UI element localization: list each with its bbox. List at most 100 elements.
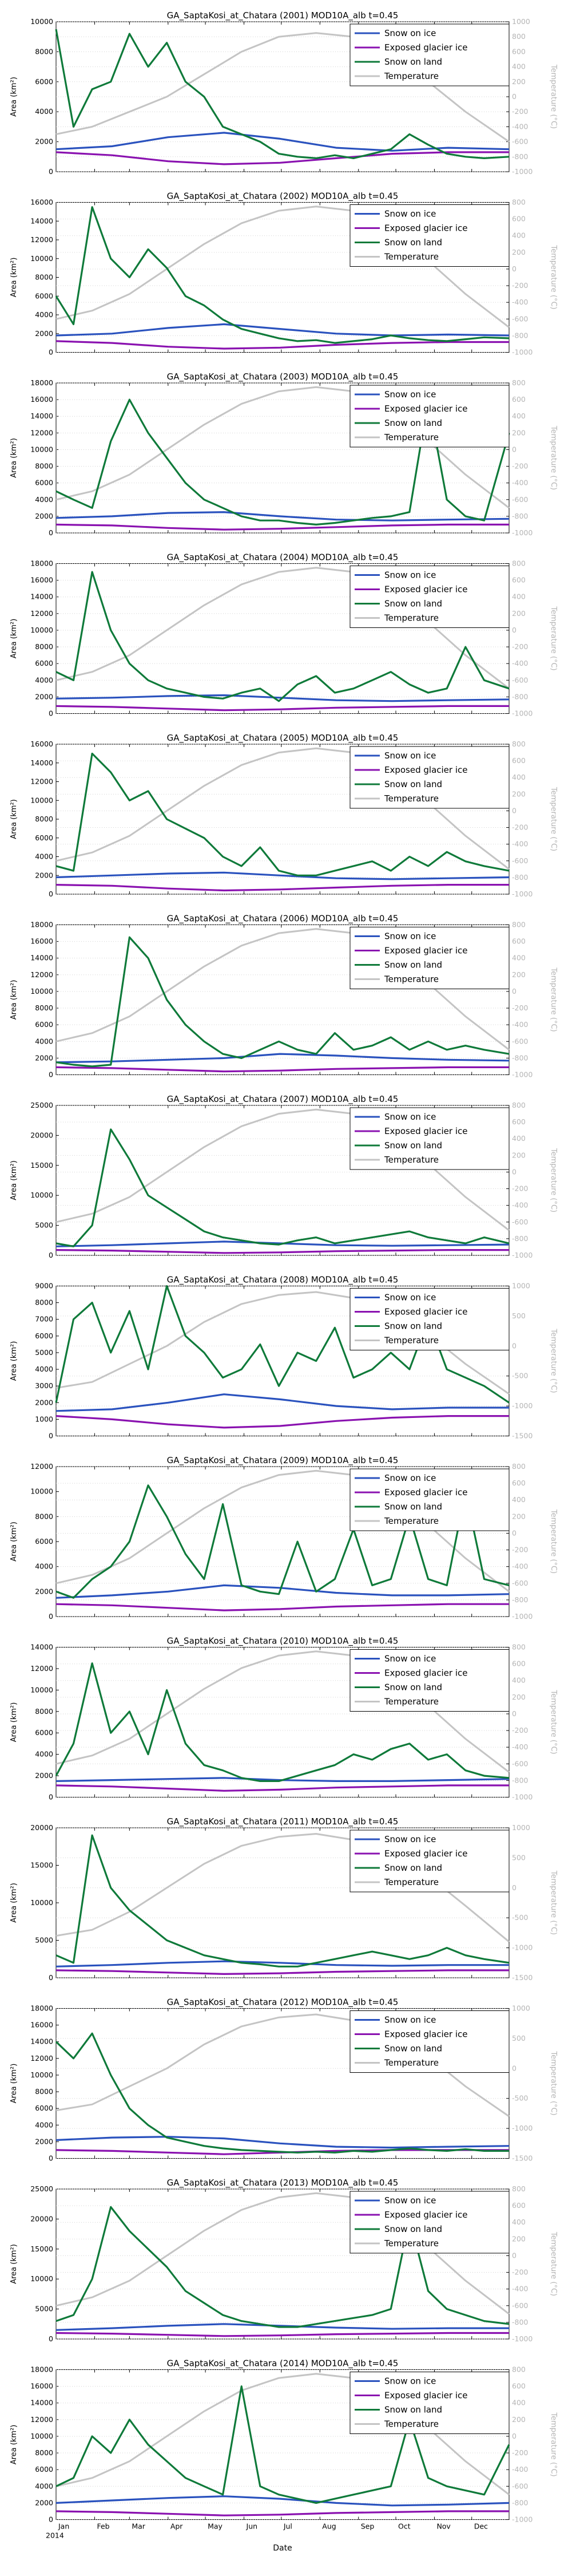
y-tick-label: 2000 bbox=[35, 2137, 53, 2146]
y-tick-label: 8000 bbox=[35, 1512, 53, 1520]
legend-label: Temperature bbox=[384, 1877, 439, 1887]
y-tick-label: 0 bbox=[49, 2334, 53, 2343]
y-tick-label: 16000 bbox=[30, 576, 53, 584]
y2-tick-label: -800 bbox=[512, 1053, 528, 1062]
legend-label: Exposed glacier ice bbox=[384, 42, 468, 53]
y2-tick-label: 600 bbox=[512, 47, 526, 56]
series-line-snow-on-land bbox=[55, 571, 510, 702]
y2-tick-label: 0 bbox=[512, 806, 517, 815]
legend-label: Exposed glacier ice bbox=[384, 2210, 468, 2220]
chart-panel: 0200040006000800010000120001400016000-10… bbox=[10, 733, 558, 898]
chart-panel: 0200040006000800010000120001400016000-10… bbox=[10, 191, 558, 357]
y-tick-label: 10000 bbox=[30, 2274, 53, 2283]
y-tick-label: 4000 bbox=[35, 107, 53, 116]
chart-panel: 0200040006000800010000-1000-800-600-400-… bbox=[10, 10, 558, 176]
chart-title: GA_SaptaKosi_at_Chatara (2007) MOD10A_al… bbox=[167, 1094, 399, 1105]
chart-panel: 0200040006000800010000120001400016000180… bbox=[10, 914, 558, 1079]
legend-label: Temperature bbox=[384, 1697, 439, 1707]
series-line-exposed-glacier-ice bbox=[55, 883, 509, 892]
y2-tick-label: -600 bbox=[512, 1218, 528, 1226]
y-tick-label: 2000 bbox=[35, 1771, 53, 1780]
y2-tick-label: 0 bbox=[512, 1883, 517, 1892]
y2-tick-label: 400 bbox=[512, 1676, 526, 1685]
legend-label: Exposed glacier ice bbox=[384, 1126, 468, 1136]
y-tick-label: 12000 bbox=[30, 777, 53, 786]
y2-tick-label: 200 bbox=[512, 1151, 526, 1159]
y2-tick-label: 0 bbox=[512, 2251, 517, 2259]
y-tick-label: 8000 bbox=[35, 642, 53, 651]
series-line-snow-on-ice bbox=[55, 323, 510, 337]
y2-tick-label: -1000 bbox=[512, 1401, 533, 1410]
legend-label: Snow on land bbox=[384, 238, 442, 248]
series-line-snow-on-land bbox=[55, 2206, 510, 2328]
series-line-exposed-glacier-ice bbox=[55, 705, 509, 712]
x-tick-label: Jul bbox=[283, 2522, 292, 2531]
y2-tick-label: -600 bbox=[512, 2482, 528, 2490]
y-tick-label: 2000 bbox=[35, 329, 53, 338]
y2-tick-label: -1000 bbox=[512, 890, 533, 898]
chart-title: GA_SaptaKosi_at_Chatara (2013) MOD10A_al… bbox=[167, 2178, 399, 2188]
y-tick-label: 12000 bbox=[30, 235, 53, 244]
y2-tick-label: -200 bbox=[512, 1003, 528, 1012]
y2-tick-label: -500 bbox=[512, 2094, 528, 2103]
chart-title: GA_SaptaKosi_at_Chatara (2012) MOD10A_al… bbox=[167, 1997, 399, 2008]
legend-label: Temperature bbox=[384, 974, 439, 985]
series-line-exposed-glacier-ice bbox=[55, 1969, 509, 1975]
y2-tick-label: -500 bbox=[512, 1913, 528, 1922]
y2-tick-label: -200 bbox=[512, 1546, 528, 1554]
y-tick-label: 2000 bbox=[35, 1587, 53, 1595]
y2-tick-label: 800 bbox=[512, 1462, 526, 1471]
y2-tick-label: -600 bbox=[512, 314, 528, 323]
y-tick-label: 4000 bbox=[35, 1562, 53, 1571]
y2-tick-label: 600 bbox=[512, 1117, 526, 1126]
legend-label: Snow on land bbox=[384, 2224, 442, 2234]
y2-tick-label: -800 bbox=[512, 2498, 528, 2507]
y2-tick-label: -1500 bbox=[512, 1973, 533, 1982]
series-line-snow-on-land bbox=[55, 1834, 510, 1967]
legend-label: Exposed glacier ice bbox=[384, 1668, 468, 1678]
y2-tick-label: 600 bbox=[512, 2382, 526, 2391]
y-tick-label: 5000 bbox=[35, 1348, 53, 1357]
y2-tick-label: -1000 bbox=[512, 1793, 533, 1801]
y2-tick-label: -400 bbox=[512, 2465, 528, 2474]
legend-label: Exposed glacier ice bbox=[384, 2391, 468, 2401]
series-line-exposed-glacier-ice bbox=[55, 1249, 509, 1254]
y2-tick-label: -600 bbox=[512, 1037, 528, 1045]
y-tick-label: 0 bbox=[49, 890, 53, 898]
y-tick-label: 14000 bbox=[30, 412, 53, 420]
y-tick-label: 18000 bbox=[30, 920, 53, 929]
y2-tick-label: -1000 bbox=[512, 1943, 533, 1952]
y-tick-label: 6000 bbox=[35, 479, 53, 487]
y2-tick-label: 800 bbox=[512, 1101, 526, 1109]
y2-tick-label: 800 bbox=[512, 198, 526, 207]
y-tick-label: 14000 bbox=[30, 2037, 53, 2046]
y2-tick-label: 400 bbox=[512, 62, 526, 71]
chart-title: GA_SaptaKosi_at_Chatara (2008) MOD10A_al… bbox=[167, 1275, 399, 1286]
y-tick-label: 10000 bbox=[30, 17, 53, 26]
series-line-exposed-glacier-ice bbox=[55, 340, 509, 350]
y-tick-label: 16000 bbox=[30, 740, 53, 748]
y2-axis-label: Temperature (°C) bbox=[549, 1509, 558, 1574]
y-tick-label: 5000 bbox=[35, 2305, 53, 2313]
y2-tick-label: -400 bbox=[512, 298, 528, 306]
y-axis-label: Area (km²) bbox=[10, 2244, 18, 2284]
series-line-snow-on-land bbox=[55, 752, 510, 876]
y2-tick-label: -400 bbox=[512, 2285, 528, 2293]
y2-tick-label: -200 bbox=[512, 2448, 528, 2457]
y2-tick-label: 500 bbox=[512, 2034, 526, 2042]
y-tick-label: 15000 bbox=[30, 1861, 53, 1870]
chart-title: GA_SaptaKosi_at_Chatara (2006) MOD10A_al… bbox=[167, 914, 399, 924]
y2-tick-label: -800 bbox=[512, 1234, 528, 1243]
y2-tick-label: 0 bbox=[512, 2064, 517, 2072]
y-tick-label: 6000 bbox=[35, 1332, 53, 1340]
y-tick-label: 20000 bbox=[30, 2214, 53, 2223]
series-line-exposed-glacier-ice bbox=[55, 1066, 509, 1073]
y2-tick-label: 0 bbox=[512, 445, 517, 453]
y-tick-label: 5000 bbox=[35, 1221, 53, 1230]
y-tick-label: 14000 bbox=[30, 2399, 53, 2407]
x-tick-label: Mar bbox=[132, 2522, 145, 2531]
series-line-snow-on-land bbox=[55, 1662, 510, 1782]
x-tick-label: Sep bbox=[361, 2522, 375, 2531]
y2-tick-label: -200 bbox=[512, 823, 528, 832]
y2-tick-label: -200 bbox=[512, 642, 528, 651]
